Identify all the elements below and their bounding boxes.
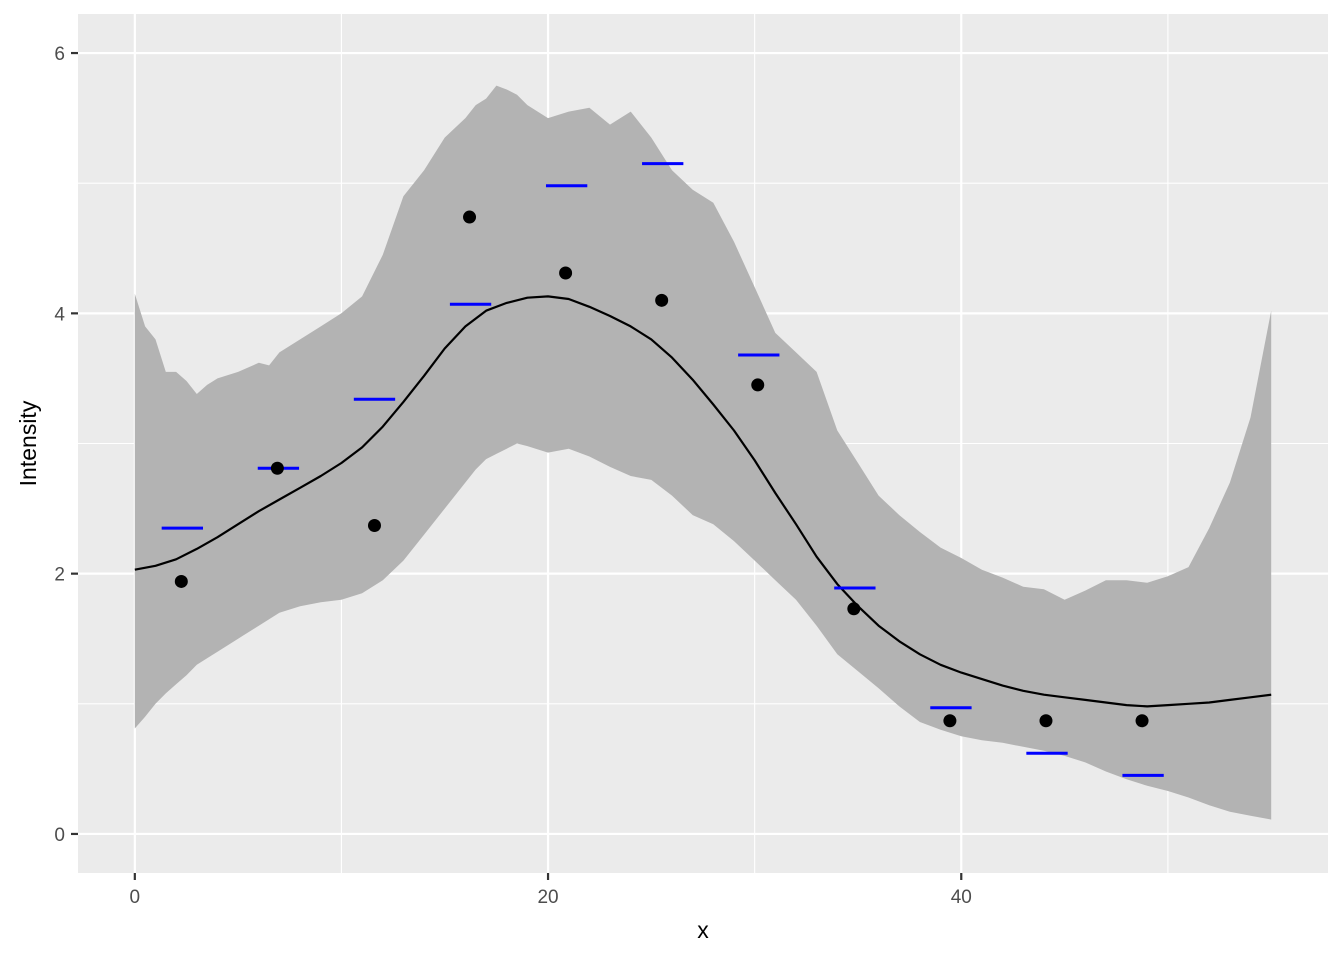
data-point (174, 574, 188, 588)
data-point (847, 602, 861, 616)
y-tick-label: 4 (54, 304, 65, 325)
y-axis-title: Intensity (15, 400, 41, 486)
fit-line-layer (134, 295, 1272, 708)
data-point (943, 714, 957, 728)
data-point (270, 461, 284, 475)
data-point-layer (174, 210, 1149, 728)
y-tick-label: 6 (54, 44, 65, 65)
data-point (1135, 714, 1149, 728)
data-point (751, 378, 765, 392)
x-tick-label: 20 (537, 887, 558, 908)
x-tick-label: 0 (130, 887, 141, 908)
data-point (559, 266, 573, 280)
x-tick-label: 40 (951, 887, 972, 908)
x-axis-title: x (697, 917, 709, 943)
data-point (463, 210, 477, 224)
data-point (1039, 714, 1053, 728)
data-point (655, 293, 669, 307)
blue-segment-layer (161, 162, 1164, 777)
confidence-ribbon (134, 85, 1272, 820)
axes: 0 20 40 0 2 4 6 (54, 44, 971, 908)
data-point (367, 518, 381, 532)
fit-line (134, 295, 1272, 708)
y-tick-label: 2 (54, 565, 65, 586)
confidence-ribbon-layer (134, 85, 1272, 820)
y-tick-label: 0 (54, 825, 65, 846)
